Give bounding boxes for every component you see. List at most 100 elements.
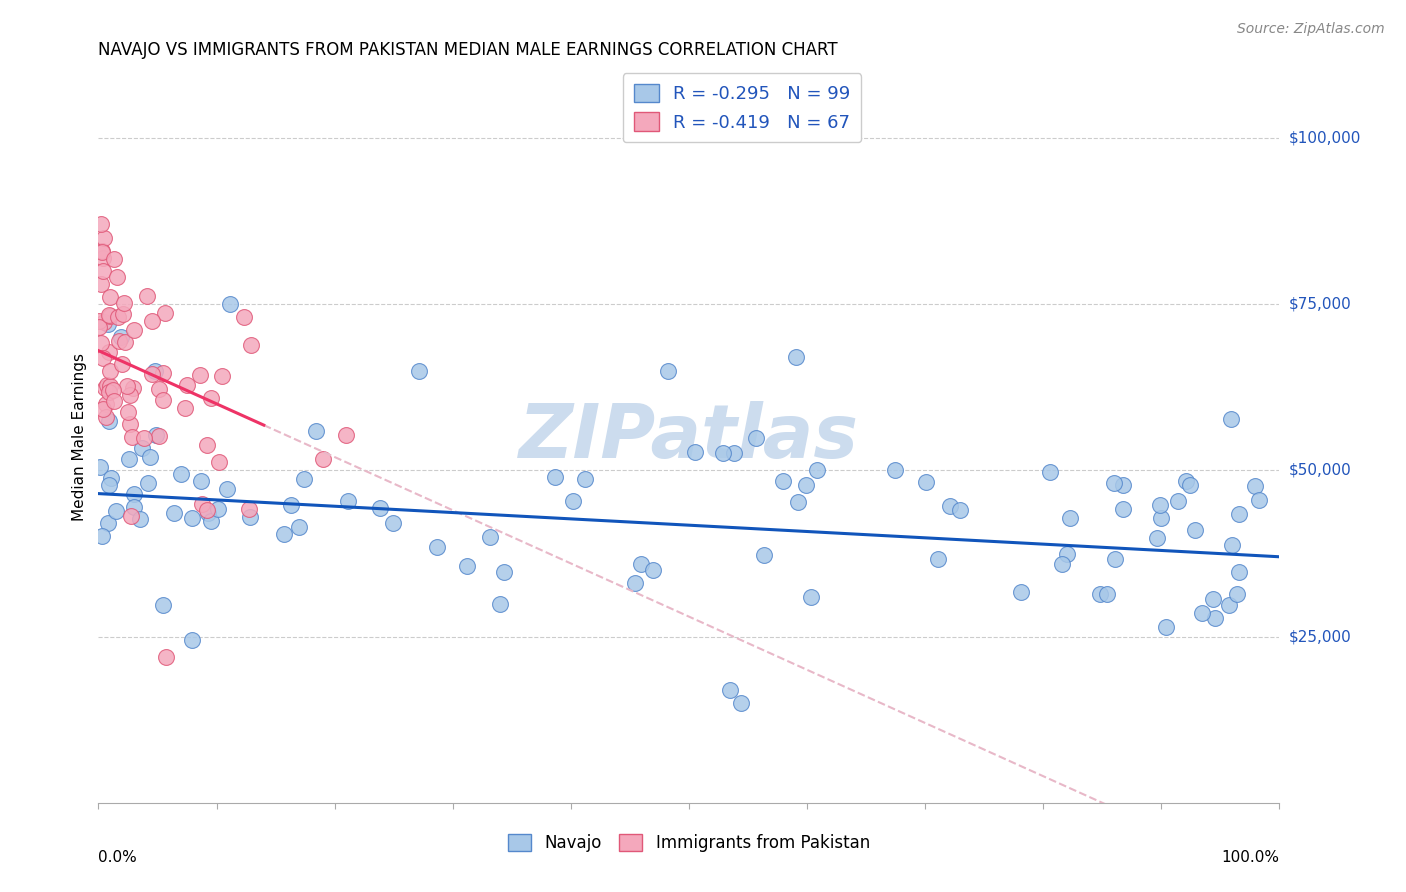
Point xyxy=(1220,538,1243,552)
Y-axis label: Median Male Earnings: Median Male Earnings xyxy=(72,353,87,521)
Point xyxy=(939,499,962,513)
Point xyxy=(752,549,775,563)
Point xyxy=(91,251,114,265)
Point xyxy=(103,252,125,266)
Point xyxy=(312,451,335,466)
Point xyxy=(200,514,222,528)
Point xyxy=(135,289,157,303)
Point xyxy=(218,297,240,311)
Point xyxy=(718,682,741,697)
Point xyxy=(100,470,122,484)
Point xyxy=(98,308,121,322)
Point xyxy=(148,429,170,443)
Text: ZIPatlas: ZIPatlas xyxy=(519,401,859,474)
Point xyxy=(94,410,117,425)
Point xyxy=(239,510,262,524)
Point xyxy=(561,494,583,508)
Point xyxy=(91,264,114,278)
Point xyxy=(105,504,128,518)
Point xyxy=(745,431,768,445)
Point xyxy=(98,379,121,393)
Point xyxy=(87,314,110,328)
Point xyxy=(1154,620,1177,634)
Text: $50,000: $50,000 xyxy=(1289,463,1353,478)
Point xyxy=(107,310,129,324)
Point xyxy=(98,414,121,428)
Point xyxy=(1174,475,1197,489)
Point xyxy=(1095,587,1118,601)
Point xyxy=(141,313,163,327)
Point xyxy=(153,306,176,320)
Point xyxy=(233,310,256,324)
Point xyxy=(1244,479,1267,493)
Text: $25,000: $25,000 xyxy=(1289,629,1353,644)
Point xyxy=(98,290,121,304)
Point xyxy=(98,309,121,323)
Point xyxy=(89,460,111,475)
Point xyxy=(190,474,212,488)
Point xyxy=(195,503,218,517)
Point xyxy=(90,217,112,231)
Point xyxy=(155,649,177,664)
Point xyxy=(1102,476,1125,491)
Point xyxy=(176,378,198,392)
Point xyxy=(94,397,117,411)
Point xyxy=(927,552,949,566)
Point xyxy=(479,530,502,544)
Point xyxy=(131,441,153,455)
Point xyxy=(1146,531,1168,545)
Point xyxy=(122,500,145,514)
Point xyxy=(136,475,159,490)
Point xyxy=(112,296,135,310)
Point xyxy=(1249,492,1271,507)
Point xyxy=(294,472,316,486)
Point xyxy=(1059,510,1081,524)
Point xyxy=(143,363,166,377)
Point xyxy=(1104,552,1126,566)
Point xyxy=(1220,412,1243,426)
Point xyxy=(120,417,142,431)
Point xyxy=(1204,611,1226,625)
Point xyxy=(785,351,807,365)
Point xyxy=(89,335,111,350)
Point xyxy=(134,431,156,445)
Point xyxy=(148,383,170,397)
Point xyxy=(138,450,160,464)
Point xyxy=(915,475,938,490)
Point xyxy=(98,478,121,492)
Point xyxy=(112,307,135,321)
Point xyxy=(800,590,823,604)
Point xyxy=(408,363,430,377)
Point xyxy=(1202,592,1225,607)
Point xyxy=(208,455,231,469)
Point xyxy=(381,516,404,530)
Point xyxy=(90,277,112,292)
Point xyxy=(1227,507,1250,521)
Point xyxy=(368,501,391,516)
Point xyxy=(794,478,817,492)
Point xyxy=(114,334,136,349)
Point xyxy=(141,367,163,381)
Point xyxy=(1184,523,1206,537)
Point xyxy=(630,557,652,571)
Text: NAVAJO VS IMMIGRANTS FROM PAKISTAN MEDIAN MALE EARNINGS CORRELATION CHART: NAVAJO VS IMMIGRANTS FROM PAKISTAN MEDIA… xyxy=(98,41,838,59)
Point xyxy=(426,540,449,554)
Point xyxy=(174,401,197,415)
Point xyxy=(101,383,124,397)
Point xyxy=(120,509,142,524)
Point xyxy=(723,446,745,460)
Point xyxy=(98,385,121,400)
Point xyxy=(97,317,120,331)
Point xyxy=(772,474,794,488)
Point xyxy=(152,598,174,612)
Point xyxy=(103,393,125,408)
Point xyxy=(1112,502,1135,516)
Point xyxy=(145,428,167,442)
Point xyxy=(163,506,186,520)
Point xyxy=(335,428,357,442)
Point xyxy=(730,696,752,710)
Point xyxy=(129,511,152,525)
Point xyxy=(544,470,567,484)
Point xyxy=(94,381,117,395)
Point xyxy=(180,511,202,525)
